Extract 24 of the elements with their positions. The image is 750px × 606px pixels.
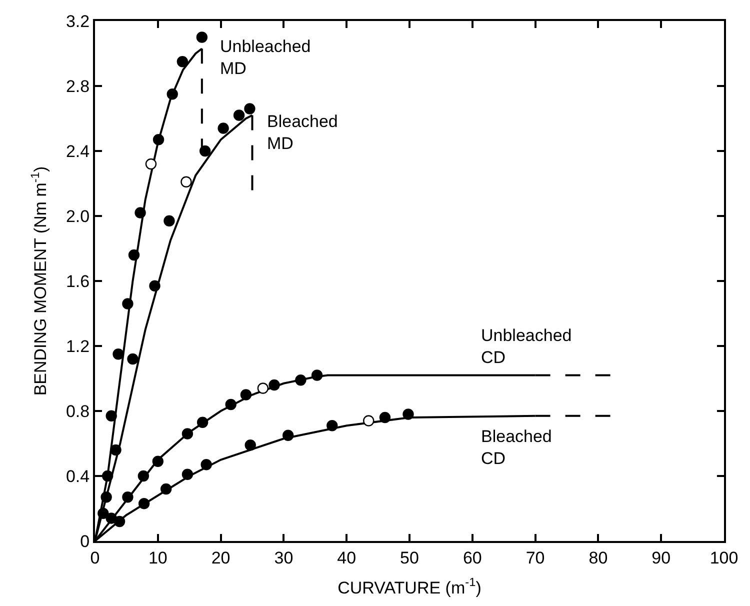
x-tick-label: 10 [148, 548, 168, 568]
y-tick-label: 0 [80, 532, 90, 551]
x-tick-label: 60 [462, 548, 482, 568]
annotation: Unbleached MD [220, 37, 311, 78]
x-tick-label: 40 [337, 548, 356, 568]
y-tick-label: 3.2 [66, 12, 90, 31]
y-tick-label: 2.4 [66, 142, 90, 161]
y-tick-label: 0.8 [66, 402, 90, 421]
y-tick-label: 2.0 [66, 206, 90, 226]
annotation: Bleached MD [267, 112, 338, 154]
y-tick-label: 1.2 [66, 336, 90, 356]
x-tick-label: 90 [652, 548, 671, 568]
y-tick-label: 1.6 [66, 272, 90, 291]
y-tick-label: 2.8 [66, 76, 90, 96]
x-axis-title: CURVATURE (m$^{-1}$) [338, 575, 482, 598]
annotation: Bleached CD [481, 427, 552, 468]
x-tick-label: 70 [526, 548, 545, 568]
y-tick-label: 0.4 [66, 466, 90, 486]
x-tick-label: 80 [588, 548, 608, 568]
x-tick-label: 20 [211, 548, 230, 568]
x-tick-label: 100 [710, 548, 738, 568]
annotation: Unbleached CD [481, 326, 572, 368]
x-tick-label: 30 [274, 548, 294, 568]
x-tick-label: 50 [400, 548, 419, 568]
